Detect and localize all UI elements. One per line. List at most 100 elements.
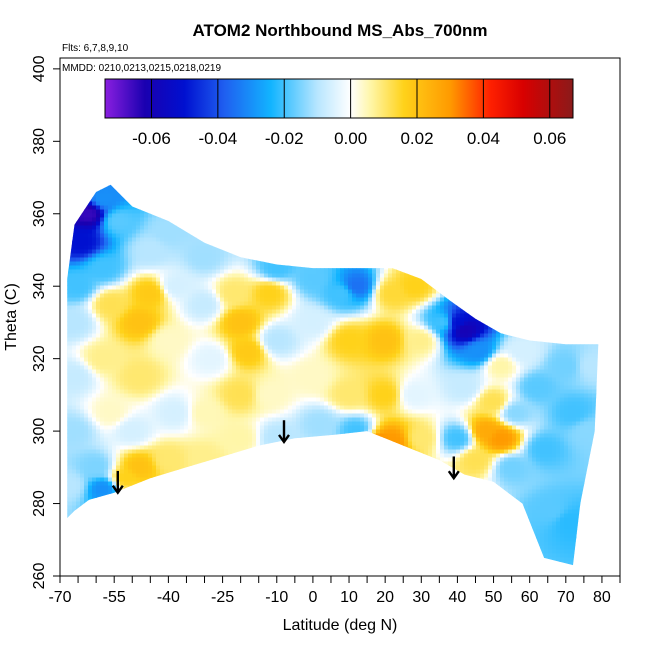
- heatmap-cell: [200, 257, 205, 262]
- heatmap-cell: [144, 285, 149, 290]
- heatmap-cell: [328, 225, 333, 230]
- heatmap-cell: [436, 237, 441, 242]
- heatmap-cell: [460, 185, 465, 190]
- heatmap-cell: [560, 233, 565, 238]
- heatmap-cell: [324, 317, 329, 322]
- heatmap-cell: [468, 253, 473, 258]
- heatmap-cell: [128, 261, 133, 266]
- heatmap-cell: [436, 265, 441, 270]
- heatmap-cell: [536, 253, 541, 258]
- heatmap-cell: [420, 257, 425, 262]
- heatmap-cell: [472, 241, 477, 246]
- heatmap-cell: [436, 277, 441, 282]
- heatmap-cell: [348, 185, 353, 190]
- heatmap-cell: [424, 309, 429, 314]
- heatmap-cell: [492, 193, 497, 198]
- heatmap-cell: [548, 249, 553, 254]
- heatmap-cell: [232, 185, 237, 190]
- heatmap-cell: [208, 285, 213, 290]
- heatmap-cell: [532, 205, 537, 210]
- heatmap-cell: [568, 185, 573, 190]
- heatmap-cell: [256, 209, 261, 214]
- heatmap-cell: [288, 273, 293, 278]
- heatmap-cell: [160, 281, 165, 286]
- heatmap-cell: [67, 189, 69, 194]
- heatmap-cell: [484, 225, 489, 230]
- heatmap-cell: [540, 193, 545, 198]
- heatmap-cell: [520, 241, 525, 246]
- heatmap-cell: [216, 305, 221, 310]
- heatmap-cell: [412, 253, 417, 258]
- heatmap-cell: [428, 273, 433, 278]
- heatmap-cell: [180, 285, 185, 290]
- heatmap-cell: [524, 185, 529, 190]
- heatmap-cell: [408, 217, 413, 222]
- heatmap-cell: [548, 269, 553, 274]
- heatmap-cell: [268, 241, 273, 246]
- heatmap-cell: [588, 309, 593, 314]
- heatmap-cell: [108, 189, 113, 194]
- heatmap-cell: [136, 178, 140, 182]
- heatmap-cell: [312, 245, 317, 250]
- heatmap-cell: [420, 277, 425, 282]
- heatmap-cell: [328, 241, 333, 246]
- heatmap-cell: [116, 221, 121, 226]
- heatmap-cell: [268, 265, 273, 270]
- heatmap-cell: [500, 257, 505, 262]
- heatmap-cell: [140, 313, 145, 318]
- heatmap-cell: [208, 269, 213, 274]
- heatmap-cell: [352, 253, 357, 258]
- heatmap-cell: [444, 305, 449, 310]
- heatmap-cell: [400, 233, 405, 238]
- heatmap-cell: [504, 313, 509, 318]
- heatmap-cell: [240, 209, 245, 214]
- heatmap-cell: [428, 269, 433, 274]
- heatmap-cell: [252, 241, 257, 246]
- heatmap-cell: [196, 317, 201, 322]
- heatmap-cell: [356, 297, 361, 302]
- heatmap-cell: [472, 185, 477, 190]
- heatmap-cell: [536, 297, 541, 302]
- heatmap-cell: [460, 317, 465, 322]
- heatmap-cell: [244, 213, 249, 218]
- heatmap-cell: [568, 193, 573, 198]
- heatmap-cell: [152, 281, 157, 286]
- heatmap-cell: [352, 201, 357, 206]
- heatmap-cell: [404, 233, 409, 238]
- heatmap-cell: [404, 281, 409, 286]
- heatmap-cell: [212, 269, 217, 274]
- heatmap-cell: [592, 184, 597, 186]
- heatmap-cell: [300, 301, 305, 306]
- heatmap-cell: [312, 253, 317, 258]
- heatmap-cell: [88, 249, 93, 254]
- heatmap-cell: [384, 305, 389, 310]
- heatmap-cell: [67, 185, 69, 190]
- heatmap-cell: [224, 197, 229, 202]
- heatmap-cell: [132, 273, 137, 278]
- heatmap-cell: [268, 237, 273, 242]
- heatmap-cell: [204, 201, 209, 206]
- heatmap-cell: [67, 289, 69, 294]
- heatmap-cell: [304, 277, 309, 282]
- heatmap-cell: [100, 201, 105, 206]
- heatmap-cell: [340, 225, 345, 230]
- heatmap-cell: [228, 293, 233, 298]
- heatmap-cell: [604, 238, 608, 242]
- heatmap-cell: [540, 213, 545, 218]
- heatmap-cell: [584, 261, 589, 266]
- heatmap-cell: [300, 237, 305, 242]
- heatmap-cell: [512, 317, 517, 322]
- heatmap-cell: [468, 285, 473, 290]
- heatmap-cell: [368, 269, 373, 274]
- heatmap-cell: [368, 193, 373, 198]
- heatmap-cell: [424, 269, 429, 274]
- heatmap-cell: [480, 273, 485, 278]
- heatmap-cell: [376, 221, 381, 226]
- heatmap-cell: [96, 265, 101, 270]
- heatmap-cell: [140, 201, 145, 206]
- heatmap-cell: [296, 205, 301, 210]
- heatmap-cell: [412, 241, 417, 246]
- heatmap-cell: [220, 237, 225, 242]
- heatmap-cell: [132, 197, 137, 202]
- heatmap-cell: [520, 289, 525, 294]
